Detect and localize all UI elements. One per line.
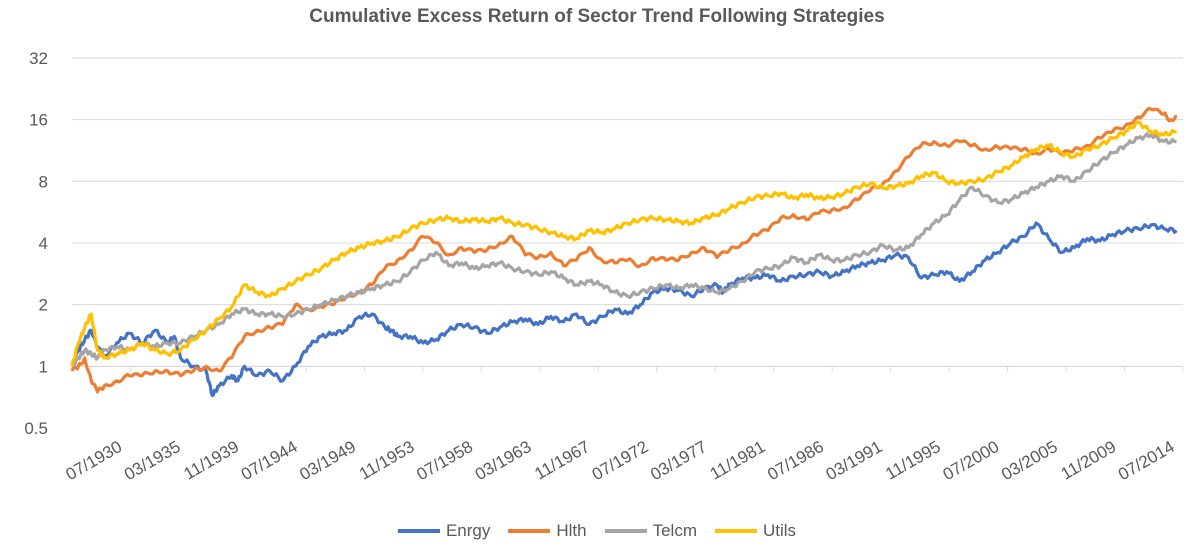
x-tick-label: 03/1949 xyxy=(296,437,359,484)
x-tick-label: 11/1939 xyxy=(181,437,243,484)
y-tick-label: 8 xyxy=(39,172,48,191)
x-tick-label: 03/2005 xyxy=(998,437,1061,484)
legend-item-hlth: Hlth xyxy=(508,521,587,541)
legend-swatch xyxy=(715,529,757,533)
x-tick-label: 03/1963 xyxy=(472,437,535,484)
x-axis-ticks: 07/193003/193511/193907/194403/194911/19… xyxy=(63,437,1178,484)
y-tick-label: 4 xyxy=(39,234,48,253)
x-tick-label: 11/1981 xyxy=(707,437,769,484)
series-line-hlth xyxy=(70,106,1178,394)
legend-label: Hlth xyxy=(556,521,587,540)
x-tick-label: 07/1944 xyxy=(238,437,301,484)
legend-item-enrgy: Enrgy xyxy=(397,521,491,541)
legend-swatch xyxy=(508,529,551,533)
y-tick-label: 2 xyxy=(39,296,48,315)
series-lines xyxy=(70,106,1178,398)
x-tick-label: 03/1977 xyxy=(647,437,710,484)
x-axis xyxy=(71,365,1184,372)
x-tick-label: 11/1953 xyxy=(356,437,418,484)
x-tick-label: 07/1972 xyxy=(589,437,652,484)
x-tick-label: 11/1995 xyxy=(882,437,944,484)
y-axis-ticks: 0.5 1 2 4 8 16 32 xyxy=(24,49,48,438)
x-tick-label: 03/1991 xyxy=(823,437,886,484)
legend-label: Enrgy xyxy=(445,521,491,540)
x-tick-label: 07/1958 xyxy=(413,437,476,484)
gridlines xyxy=(72,57,1183,367)
legend-label: Utils xyxy=(763,521,797,540)
legend-label: Telcm xyxy=(652,521,697,540)
x-tick-label: 07/1986 xyxy=(764,437,827,484)
y-tick-label: 16 xyxy=(29,111,48,130)
y-tick-label: 1 xyxy=(39,357,48,376)
x-tick-label: 07/2000 xyxy=(940,437,1003,484)
x-tick-label: 03/1935 xyxy=(121,437,184,484)
legend-swatch xyxy=(604,529,647,533)
x-tick-label: 11/2009 xyxy=(1058,437,1120,484)
series-line-enrgy xyxy=(70,221,1178,398)
legend-swatch xyxy=(397,529,440,533)
x-tick-label: 11/1967 xyxy=(531,437,593,484)
series-line-utils xyxy=(70,120,1177,367)
y-tick-label: 0.5 xyxy=(24,419,48,438)
series-line-telcm xyxy=(70,132,1177,367)
legend-item-utils: Utils xyxy=(715,521,796,541)
y-tick-label: 32 xyxy=(29,49,48,68)
legend: Enrgy Hlth Telcm Utils xyxy=(0,521,1194,541)
legend-item-telcm: Telcm xyxy=(604,521,697,541)
x-tick-label: 07/2014 xyxy=(1115,437,1178,484)
chart-title: Cumulative Excess Return of Sector Trend… xyxy=(309,6,885,27)
x-tick-label: 07/1930 xyxy=(63,437,126,484)
